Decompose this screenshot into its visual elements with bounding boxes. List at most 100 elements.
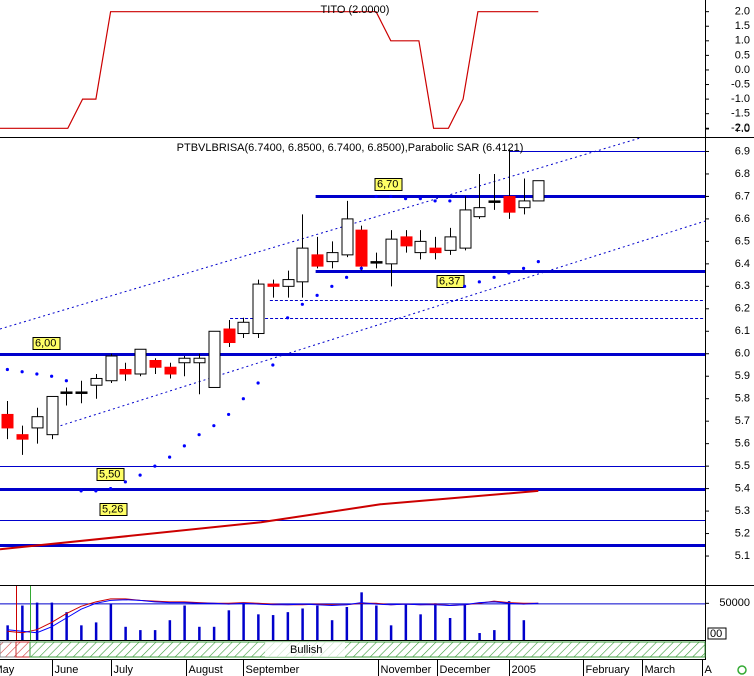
- sar-dot: [109, 487, 113, 491]
- sar-dot: [330, 284, 334, 288]
- volume-bar: [522, 620, 526, 640]
- candle-body: [414, 240, 427, 254]
- sar-dot: [477, 280, 481, 284]
- volume-bar: [257, 614, 260, 640]
- candle-body: [488, 200, 501, 203]
- volume-bar: [478, 633, 481, 640]
- x-tick-label: June: [55, 664, 79, 676]
- volume-bar: [198, 626, 201, 640]
- volume-bar: [301, 608, 304, 640]
- y-tick-label: 6.4: [735, 258, 750, 270]
- candle-body: [252, 283, 265, 335]
- y-tick-label: 6.9: [735, 145, 750, 157]
- sar-dot: [182, 444, 186, 448]
- candle-body: [341, 218, 354, 256]
- x-tick-label: February: [586, 664, 631, 676]
- sar-dot: [241, 397, 245, 401]
- sar-dot: [64, 379, 68, 383]
- candle-body: [223, 328, 236, 344]
- sar-dot: [492, 275, 496, 279]
- band-label-bg: [265, 642, 345, 657]
- candle-body: [16, 434, 29, 440]
- candle-body: [164, 366, 177, 375]
- volume-bar: [389, 625, 393, 640]
- candle-body: [1, 413, 14, 429]
- chart-title: PTBVLBRISA(6.7400, 6.8500, 6.7400, 6.850…: [177, 142, 524, 154]
- candle-body: [134, 348, 147, 375]
- y-tick-label: 5.4: [735, 483, 750, 495]
- candle-body: [503, 195, 516, 213]
- sar-dot: [286, 316, 290, 320]
- sar-dot: [168, 455, 172, 459]
- scale-note-box: [707, 627, 727, 640]
- y-tick-label: 0.5: [735, 49, 750, 61]
- sar-dot: [403, 197, 408, 201]
- sar-dot: [123, 480, 127, 484]
- y-tick-label: 5.2: [735, 527, 750, 539]
- level-label: 6,70: [377, 178, 398, 190]
- volume-bar: [65, 612, 68, 640]
- volume-bar: [448, 618, 452, 640]
- candle-body: [149, 359, 162, 368]
- sar-dot: [35, 372, 39, 376]
- volume-bar: [286, 612, 290, 640]
- sar-dot: [138, 473, 142, 477]
- candle-body: [400, 236, 413, 247]
- level-label: 6,37: [439, 275, 460, 287]
- x-tick-label: August: [189, 664, 223, 676]
- y-tick-label: 5.7: [735, 415, 750, 427]
- volume-bar: [330, 620, 334, 640]
- y-tick-label: 5.3: [735, 505, 750, 517]
- sar-dot: [153, 464, 157, 468]
- volume-bar: [507, 601, 511, 640]
- candle-body: [385, 238, 398, 265]
- candle-body: [459, 209, 472, 249]
- sar-dot: [345, 275, 349, 279]
- signal-band: [15, 641, 31, 658]
- candle-body: [119, 368, 132, 375]
- band-label: Bullish: [290, 644, 322, 656]
- candle-body: [90, 377, 103, 386]
- volume-bar: [124, 626, 127, 640]
- candle-body: [532, 180, 545, 202]
- candle-body: [518, 200, 531, 209]
- volume-bar: [21, 605, 24, 640]
- y-tick-label: 2.0: [735, 6, 750, 18]
- level-label: 6,00: [35, 337, 56, 349]
- volume-bar: [271, 615, 275, 640]
- sar-dot: [5, 367, 9, 372]
- y-tick-label: 6.0: [735, 348, 750, 360]
- candle-body: [60, 391, 73, 394]
- y-tick-label: 5.6: [735, 438, 750, 450]
- volume-bar: [463, 604, 467, 640]
- candle-body: [46, 395, 59, 436]
- y-tick-label: 5.1: [735, 550, 750, 562]
- volume-bar: [94, 622, 98, 640]
- volume-bar: [419, 614, 422, 640]
- panel: 6,70 6,37 6,00 5,50 5,26: [0, 138, 705, 551]
- x-tick-label: July: [114, 664, 134, 676]
- volume-bar: [35, 602, 39, 640]
- volume-bar: [242, 603, 245, 640]
- scale-note: 00: [710, 628, 722, 640]
- y-tick-label: 6.1: [735, 325, 750, 337]
- sar-dot: [271, 363, 275, 367]
- x-tick-label: November: [381, 664, 432, 676]
- y-tick-label: 6.8: [735, 168, 750, 180]
- candle-body: [473, 207, 486, 218]
- level-label-box: [32, 337, 61, 350]
- candle-body: [282, 279, 295, 287]
- sar-dot: [418, 197, 422, 201]
- sar-dot: [300, 302, 304, 306]
- sar-dot: [227, 412, 231, 417]
- sar-dot: [389, 194, 393, 199]
- volume-average: [7, 599, 539, 634]
- y-tick-label: 5.8: [735, 393, 750, 405]
- sar-dot: [359, 266, 363, 270]
- x-tick-label: A: [705, 664, 713, 676]
- volume-bar: [183, 605, 186, 640]
- status-icon: [737, 665, 747, 675]
- sar-dot: [315, 293, 319, 297]
- sar-dot: [536, 260, 540, 264]
- level-label-box: [96, 468, 125, 481]
